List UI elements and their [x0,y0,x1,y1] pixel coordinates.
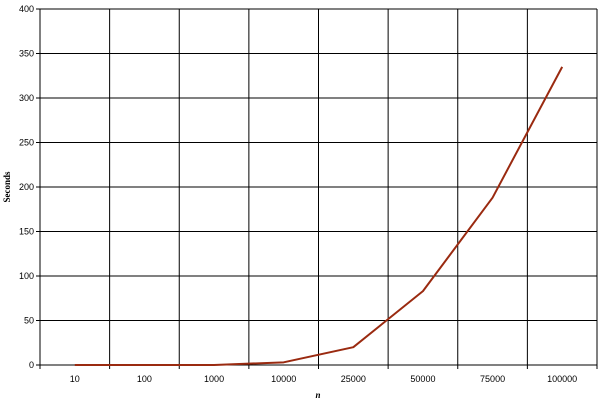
series-group [74,66,564,366]
y-tick-labels: 0 50 100 150 200 250 300 350 400 [19,4,34,370]
y-tick-label: 50 [24,316,34,326]
x-tick-label: 100 [137,374,152,384]
y-tick-label: 200 [19,182,34,192]
x-tick-labels: 10 100 1000 10000 25000 50000 75000 100000 [70,374,577,384]
y-tick-label: 250 [19,138,34,148]
grid-lines [40,8,598,365]
x-axis-title: n [315,390,320,400]
x-tick-label: 10000 [271,374,296,384]
y-tick-label: 100 [19,271,34,281]
series-line [74,66,564,366]
y-tick-label: 150 [19,227,34,237]
x-tick-label: 50000 [410,374,435,384]
y-tick-label: 0 [29,360,34,370]
x-tick-label: 100000 [547,374,577,384]
axes [36,8,598,369]
x-tick-label: 10 [70,374,80,384]
y-tick-label: 400 [19,4,34,14]
x-tick-label: 25000 [341,374,366,384]
y-tick-label: 300 [19,93,34,103]
x-tick-label: 75000 [480,374,505,384]
x-tick-label: 1000 [204,374,224,384]
y-tick-label: 350 [19,49,34,59]
y-axis-title: Seconds [2,171,12,203]
